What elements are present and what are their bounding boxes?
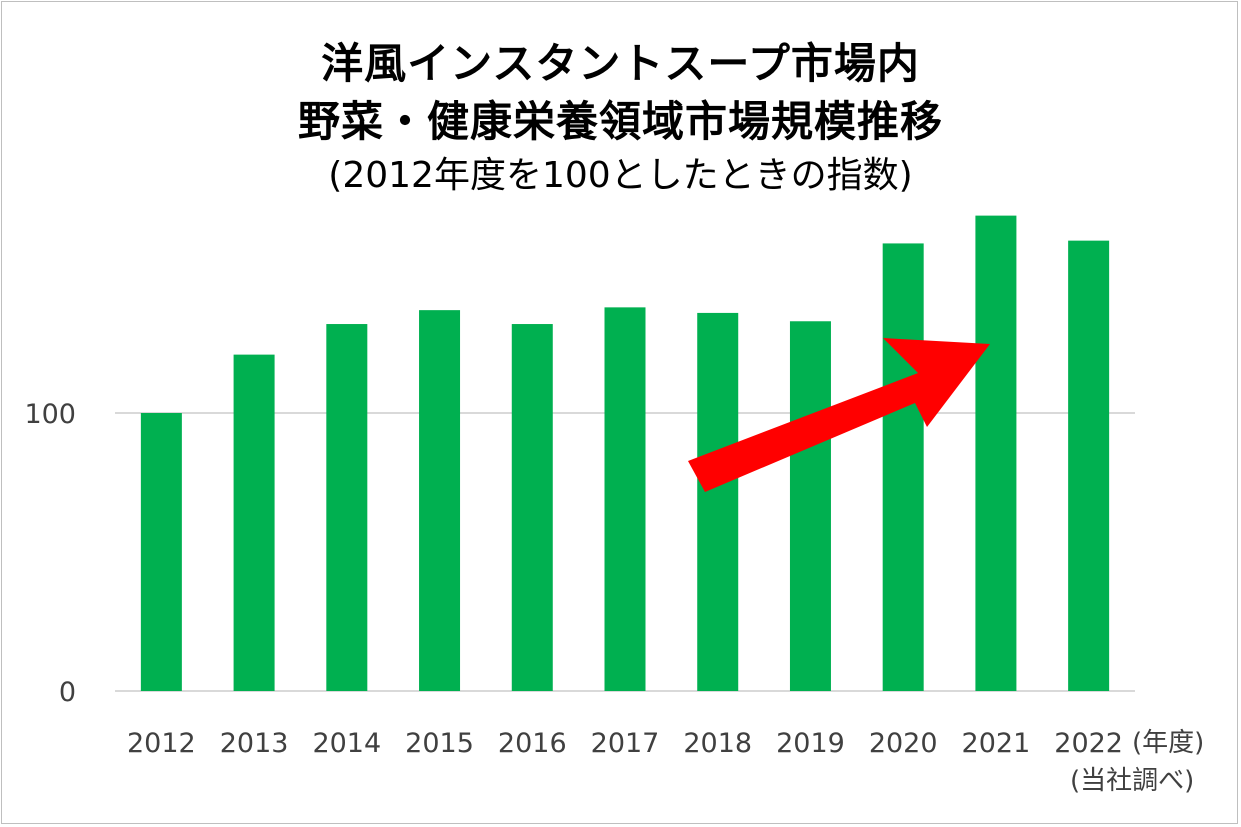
source-note: (当社調べ) [1070, 766, 1195, 796]
bar-2021 [975, 215, 1017, 691]
x-tick-label: 2022 [1054, 728, 1123, 759]
bar-2017 [604, 307, 646, 691]
x-tick-label: 2021 [962, 728, 1031, 759]
bar-2019 [789, 321, 831, 691]
bar-2015 [419, 310, 461, 691]
x-tick-label: 2014 [312, 728, 381, 759]
x-tick-label: 2015 [405, 728, 474, 759]
x-tick-label: 2017 [591, 728, 660, 759]
bar-2022 [1068, 240, 1110, 691]
bar-2014 [326, 324, 368, 691]
bar-2016 [511, 324, 553, 691]
bar-2012 [140, 413, 182, 691]
bar-2013 [233, 354, 275, 691]
chart-title-line-1: 洋風インスタントスープ市場内 [321, 39, 920, 88]
x-axis-unit: (年度) [1132, 728, 1205, 758]
x-tick-label: 2013 [220, 728, 289, 759]
x-tick-label: 2019 [776, 728, 845, 759]
y-tick-label: 100 [24, 399, 76, 430]
x-tick-label: 2016 [498, 728, 567, 759]
x-tick-label: 2018 [683, 728, 752, 759]
y-tick-label: 0 [59, 677, 76, 708]
chart-subtitle: (2012年度を100としたときの指数) [328, 155, 913, 196]
chart-title-line-2: 野菜・健康栄養領域市場規模推移 [297, 97, 943, 146]
bar-2018 [697, 312, 739, 691]
bar-2020 [882, 243, 924, 692]
x-tick-label: 2012 [127, 728, 196, 759]
trend-arrow [688, 338, 990, 492]
x-tick-label: 2020 [869, 728, 938, 759]
